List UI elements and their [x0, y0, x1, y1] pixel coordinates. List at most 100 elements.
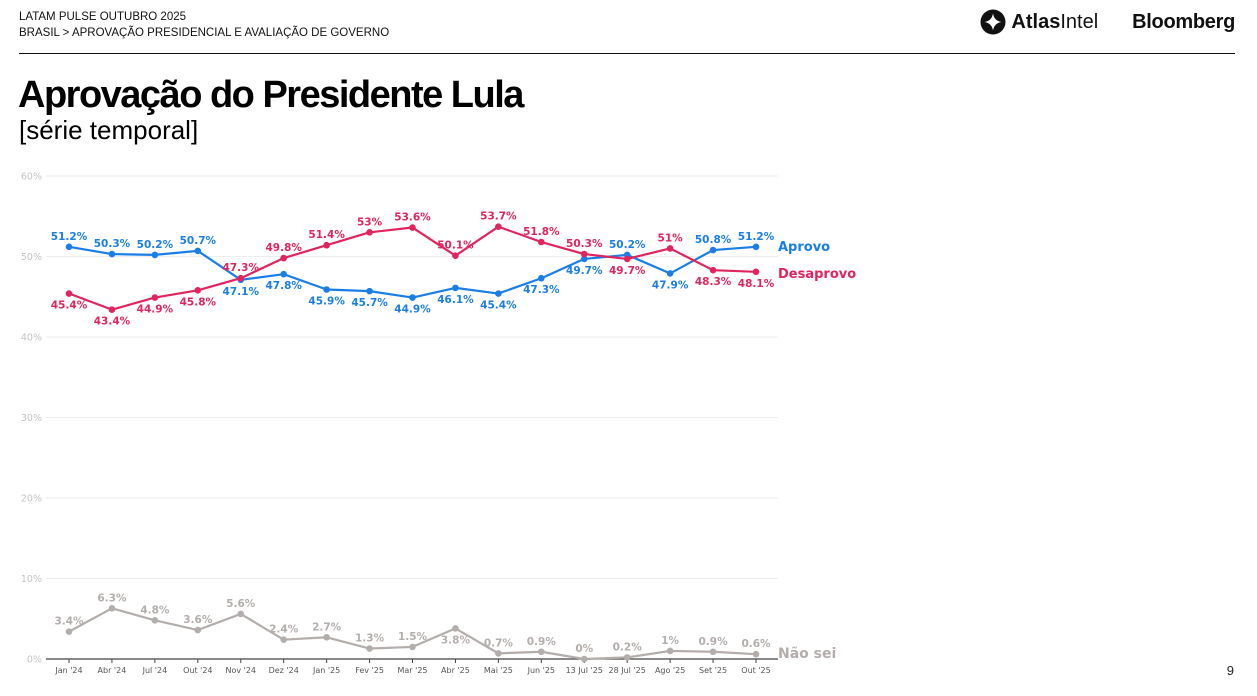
data-label-aprovo: 50.8%	[695, 234, 732, 246]
data-point-aprovo	[538, 274, 545, 282]
data-label-nao-sei: 6.3%	[97, 592, 127, 604]
page-title: Aprovação do Presidente Lula	[18, 74, 524, 116]
page-number: 9	[1226, 663, 1234, 678]
data-label-nao-sei: 0.9%	[527, 636, 557, 648]
breadcrumb: BRASIL > APROVAÇÃO PRESIDENCIAL E AVALIA…	[19, 27, 390, 39]
data-point-nao-sei	[194, 626, 202, 634]
data-point-desaprovo	[495, 223, 502, 231]
data-label-aprovo: 51.2%	[51, 231, 88, 243]
x-tick-label: Nov '24	[225, 666, 256, 675]
data-label-aprovo: 47.3%	[523, 284, 560, 296]
x-tick-label: Abr '25	[441, 666, 470, 675]
bloomberg-logo: Bloomberg	[1132, 10, 1235, 33]
y-tick-label: 50%	[21, 252, 42, 263]
data-point-nao-sei	[151, 617, 159, 624]
data-point-aprovo	[580, 255, 588, 263]
x-tick-label: Fev '25	[355, 666, 384, 675]
data-label-nao-sei: 3.6%	[183, 614, 213, 626]
data-point-aprovo	[323, 286, 330, 293]
data-point-desaprovo	[666, 245, 674, 252]
x-tick-label: 28 Jul '25	[609, 666, 646, 675]
data-point-aprovo	[752, 243, 760, 251]
x-tick-label: Dez '24	[269, 666, 299, 675]
x-tick-label: Ago '25	[655, 666, 685, 675]
data-point-nao-sei	[752, 650, 760, 658]
data-label-nao-sei: 2.7%	[312, 621, 342, 633]
data-point-aprovo	[280, 270, 287, 278]
data-point-desaprovo	[194, 287, 202, 294]
data-label-aprovo: 49.7%	[566, 265, 603, 277]
data-point-nao-sei	[452, 625, 459, 632]
data-label-nao-sei: 0.2%	[613, 641, 643, 653]
data-point-desaprovo	[323, 241, 330, 249]
data-label-desaprovo: 48.1%	[738, 278, 775, 290]
page-subtitle: [série temporal]	[19, 115, 199, 145]
data-point-nao-sei	[280, 636, 287, 643]
x-tick-label: Mai '25	[484, 666, 513, 675]
data-label-desaprovo: 50.3%	[566, 238, 603, 250]
data-label-aprovo: 44.9%	[394, 304, 431, 316]
data-label-desaprovo: 48.3%	[695, 276, 732, 288]
x-tick-label: Jan '24	[54, 666, 82, 675]
data-point-desaprovo	[452, 252, 459, 259]
y-tick-label: 40%	[21, 333, 42, 344]
x-tick-label: Mar '25	[397, 666, 427, 675]
y-tick-label: 30%	[21, 413, 42, 424]
data-label-aprovo: 46.1%	[437, 294, 474, 306]
data-label-nao-sei: 0.6%	[741, 638, 771, 650]
data-label-nao-sei: 3.8%	[441, 634, 471, 646]
data-label-desaprovo: 49.8%	[265, 242, 302, 254]
data-point-nao-sei	[323, 633, 330, 641]
report-header: LATAM PULSE OUTUBRO 2025 BRASIL > APROVA…	[19, 9, 389, 41]
data-point-desaprovo	[237, 274, 245, 282]
data-label-desaprovo: 51.4%	[308, 229, 345, 241]
data-point-aprovo	[366, 287, 373, 295]
x-tick-label: Set '25	[699, 666, 727, 675]
data-label-nao-sei: 1.3%	[355, 633, 385, 645]
x-tick-label: Abr '24	[98, 666, 127, 675]
data-point-nao-sei	[237, 610, 245, 618]
header-divider	[19, 53, 1235, 54]
data-point-desaprovo	[366, 229, 373, 236]
data-label-nao-sei: 3.4%	[54, 616, 84, 628]
data-label-aprovo: 50.2%	[609, 239, 646, 251]
data-label-aprovo: 50.7%	[180, 235, 217, 247]
data-point-aprovo	[409, 294, 416, 301]
report-series-label: LATAM PULSE OUTUBRO 2025	[19, 11, 187, 23]
data-point-desaprovo	[65, 290, 73, 297]
data-label-nao-sei: 0.9%	[699, 636, 729, 648]
data-label-aprovo: 50.2%	[137, 239, 174, 251]
data-label-nao-sei: 1.5%	[398, 631, 428, 643]
data-point-desaprovo	[580, 250, 588, 258]
data-label-desaprovo: 44.9%	[137, 304, 174, 316]
data-point-nao-sei	[538, 648, 545, 656]
x-tick-label: 13 Jul '25	[566, 666, 603, 675]
data-label-desaprovo: 47.3%	[223, 262, 260, 274]
data-label-desaprovo: 50.1%	[437, 240, 474, 252]
data-point-desaprovo	[151, 294, 159, 301]
data-label-nao-sei: 1%	[661, 635, 679, 647]
y-tick-label: 10%	[21, 574, 42, 585]
data-label-nao-sei: 5.6%	[226, 598, 256, 610]
x-tick-label: Out '25	[741, 666, 770, 675]
x-tick-label: Jul '24	[142, 666, 168, 675]
data-point-aprovo	[151, 251, 159, 259]
data-point-desaprovo	[409, 224, 416, 231]
data-point-desaprovo	[280, 254, 287, 262]
atlasintel-logo: AtlasIntel	[980, 9, 1098, 35]
y-tick-label: 0%	[27, 655, 42, 666]
data-label-desaprovo: 53%	[357, 216, 383, 228]
data-point-desaprovo	[108, 306, 116, 313]
data-point-desaprovo	[623, 255, 631, 263]
data-label-desaprovo: 45.4%	[51, 300, 88, 312]
data-point-nao-sei	[580, 655, 588, 663]
atlasintel-logo-bold: Atlas	[1011, 10, 1061, 33]
data-label-aprovo: 50.3%	[94, 238, 131, 250]
data-point-nao-sei	[709, 648, 717, 656]
data-point-nao-sei	[409, 643, 416, 651]
data-label-aprovo: 47.1%	[223, 286, 260, 298]
data-point-aprovo	[452, 284, 459, 292]
data-point-nao-sei	[65, 628, 73, 635]
data-point-nao-sei	[366, 645, 373, 652]
data-point-aprovo	[495, 290, 502, 297]
